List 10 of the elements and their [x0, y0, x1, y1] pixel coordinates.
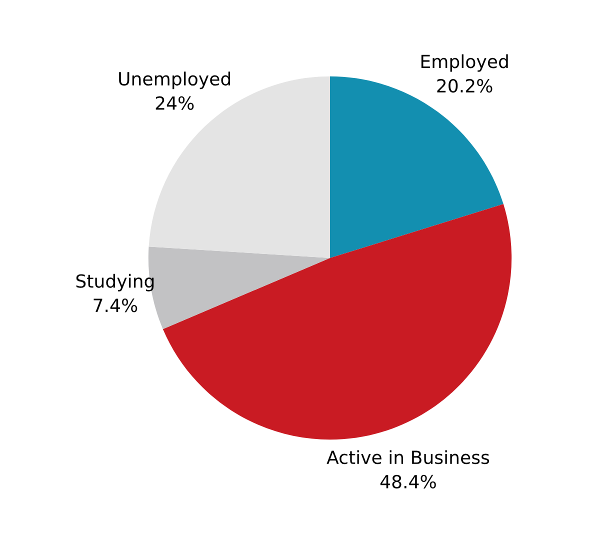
data-label: 20.2%: [437, 78, 492, 93]
pie-slice: [330, 76, 504, 258]
slice-label: Employed: [421, 54, 508, 72]
data-label: 7.4%: [94, 298, 138, 312]
data-label: 48.4%: [380, 474, 436, 488]
slice-label: Active in Business: [326, 450, 490, 464]
data-label: 24%: [156, 96, 194, 110]
slice-label: Studying: [76, 274, 154, 292]
slice-label: Unemployed: [119, 72, 230, 90]
pie-slice: [162, 204, 512, 440]
